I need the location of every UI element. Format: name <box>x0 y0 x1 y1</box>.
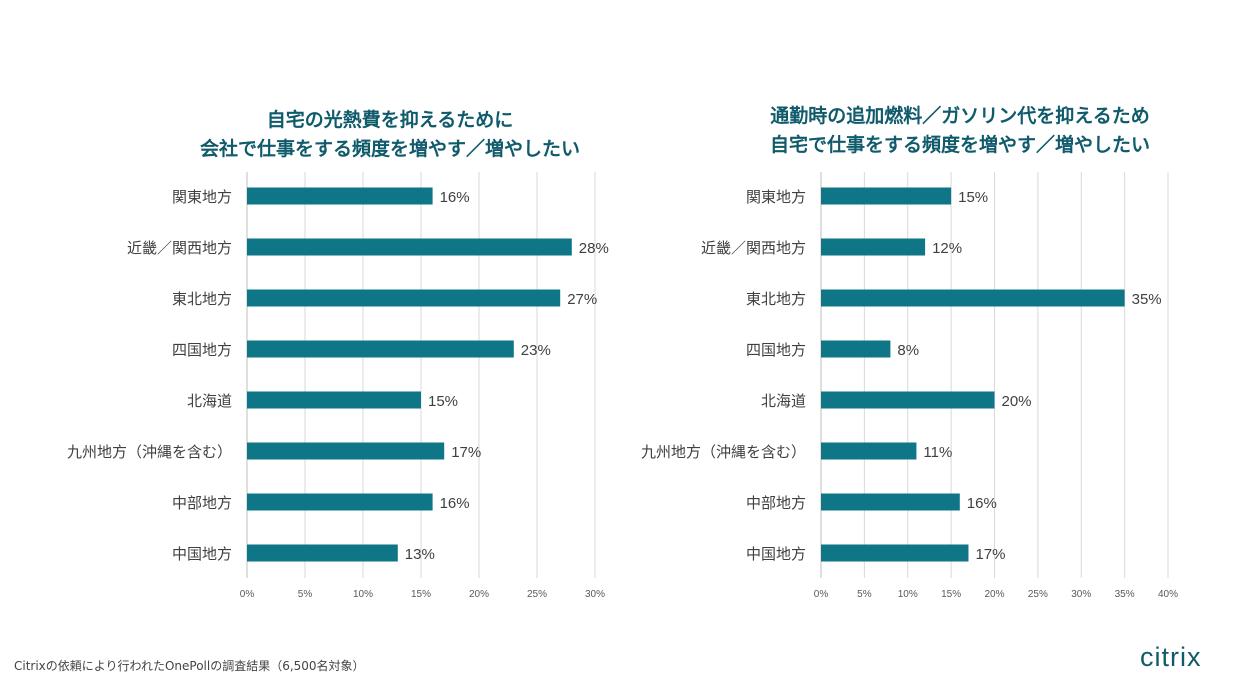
bar <box>247 289 561 307</box>
title-line: 会社で仕事をする頻度を増やす／増やしたい <box>199 138 580 160</box>
value-label: 28% <box>579 240 609 257</box>
x-tick-label: 0% <box>240 589 255 600</box>
value-label: 17% <box>451 444 481 461</box>
value-label: 27% <box>567 291 597 308</box>
x-tick-label: 35% <box>1115 589 1135 600</box>
category-label: 近畿／関西地方 <box>127 239 232 257</box>
category-label: 四国地方 <box>172 341 232 359</box>
x-tick-label: 15% <box>941 589 961 600</box>
category-label: 中国地方 <box>172 545 232 563</box>
bar <box>247 544 398 562</box>
x-tick-label: 10% <box>353 589 373 600</box>
x-tick-label: 20% <box>984 589 1004 600</box>
x-tick-label: 25% <box>527 589 547 600</box>
category-label: 東北地方 <box>746 290 806 308</box>
x-tick-label: 25% <box>1028 589 1048 600</box>
bar <box>247 442 445 460</box>
value-label: 16% <box>967 495 997 512</box>
category-label: 東北地方 <box>172 290 232 308</box>
chart-title-left: 自宅の光熱費を抑えるために 会社で仕事をする頻度を増やす／増やしたい <box>140 106 640 164</box>
x-tick-label: 5% <box>298 589 313 600</box>
bar <box>247 238 572 256</box>
category-label: 近畿／関西地方 <box>701 239 806 257</box>
bar <box>821 289 1125 307</box>
category-label: 中国地方 <box>746 545 806 563</box>
x-tick-label: 0% <box>814 589 829 600</box>
bar <box>821 442 917 460</box>
bar <box>821 493 960 511</box>
value-label: 12% <box>932 240 962 257</box>
value-label: 23% <box>521 342 551 359</box>
bar <box>821 187 952 205</box>
bar <box>247 187 433 205</box>
title-line: 自宅で仕事をする頻度を増やす／増やしたい <box>769 134 1150 156</box>
x-tick-label: 5% <box>857 589 872 600</box>
bar <box>821 391 995 409</box>
category-label: 四国地方 <box>746 341 806 359</box>
category-label: 中部地方 <box>172 494 232 512</box>
x-tick-label: 30% <box>585 589 605 600</box>
category-label: 北海道 <box>187 392 232 410</box>
value-label: 15% <box>958 189 988 206</box>
category-label: 北海道 <box>761 392 806 410</box>
category-label: 九州地方（沖縄を含む） <box>67 443 232 461</box>
bar <box>821 544 969 562</box>
category-label: 九州地方（沖縄を含む） <box>641 443 806 461</box>
citrix-logo: citrix <box>1140 642 1202 672</box>
value-label: 20% <box>1002 393 1032 410</box>
x-tick-label: 10% <box>898 589 918 600</box>
value-label: 17% <box>975 546 1005 563</box>
bar <box>247 340 514 358</box>
category-label: 関東地方 <box>172 188 232 206</box>
chart-title-right: 通勤時の追加燃料／ガソリン代を抑えるため 自宅で仕事をする頻度を増やす／増やした… <box>710 102 1210 160</box>
bar <box>821 340 891 358</box>
x-tick-label: 20% <box>469 589 489 600</box>
bar <box>247 391 421 409</box>
bar <box>247 493 433 511</box>
value-label: 16% <box>440 189 470 206</box>
value-label: 11% <box>923 444 952 461</box>
source-footnote: Citrixの依頼により行われたOnePollの調査結果（6,500名対象） <box>14 659 365 673</box>
category-label: 中部地方 <box>746 494 806 512</box>
x-tick-label: 40% <box>1158 589 1178 600</box>
category-label: 関東地方 <box>746 188 806 206</box>
value-label: 35% <box>1132 291 1162 308</box>
value-label: 8% <box>897 342 919 359</box>
title-line: 通勤時の追加燃料／ガソリン代を抑えるため <box>770 105 1150 127</box>
value-label: 15% <box>428 393 458 410</box>
bar <box>821 238 926 256</box>
value-label: 16% <box>440 495 470 512</box>
title-line: 自宅の光熱費を抑えるために <box>266 109 514 131</box>
value-label: 13% <box>405 546 435 563</box>
x-tick-label: 30% <box>1071 589 1091 600</box>
x-tick-label: 15% <box>411 589 431 600</box>
